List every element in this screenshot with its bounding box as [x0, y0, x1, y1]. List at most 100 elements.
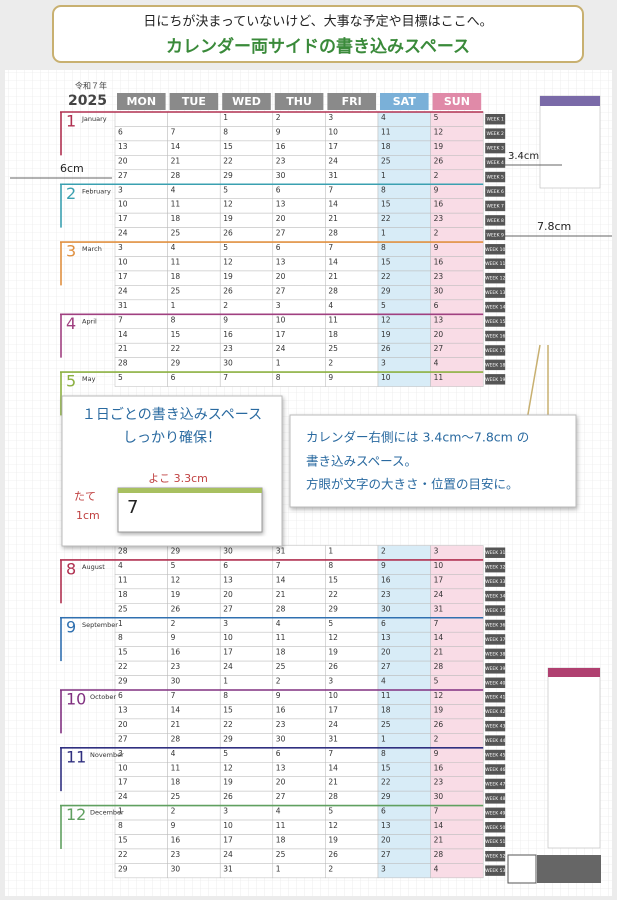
month-name: October [90, 693, 116, 701]
day-number: 11 [276, 633, 286, 642]
week-box [485, 778, 506, 790]
day-number: 4 [171, 243, 176, 252]
day-number: 11 [381, 691, 391, 700]
day-number: 2 [434, 171, 439, 180]
week-box [485, 807, 506, 819]
day-number: 9 [434, 749, 439, 758]
day-number: 7 [434, 619, 439, 628]
week-box [485, 663, 506, 674]
era: 令和７年 [75, 81, 107, 91]
day-number: 25 [171, 229, 181, 238]
month-name: September [82, 621, 118, 629]
day-number: 28 [328, 792, 338, 801]
day-cell [430, 863, 484, 879]
week-box [485, 186, 506, 197]
header-line2: カレンダー両サイドの書き込みスペース [166, 36, 470, 57]
day-number: 21 [171, 156, 181, 165]
week-box [485, 301, 506, 313]
day-number: 4 [434, 864, 439, 873]
day-number: 8 [381, 749, 386, 758]
day-cell [219, 675, 274, 691]
day-number: 30 [171, 864, 181, 873]
week-label: WEEK 13 [485, 290, 505, 296]
day-number: 8 [118, 633, 123, 642]
day-number: 23 [434, 214, 444, 223]
week-label: WEEK 17 [485, 348, 505, 354]
day-cell [219, 111, 274, 127]
day-number: 17 [328, 705, 338, 714]
day-number: 6 [276, 243, 281, 252]
day-cell [377, 863, 431, 879]
day-number: 2 [171, 807, 176, 816]
day-number: 19 [328, 836, 338, 845]
day-number: 10 [434, 561, 444, 570]
day-number: 19 [171, 590, 181, 599]
day-cell [430, 241, 484, 257]
week-box [485, 330, 506, 342]
day-number: 16 [171, 836, 181, 845]
day-number: 6 [381, 807, 386, 816]
day-number: 7 [276, 561, 281, 570]
month-name: August [82, 563, 105, 571]
month-number: 12 [66, 805, 86, 824]
day-cell [167, 559, 221, 575]
day-number: 29 [118, 864, 128, 873]
day-cell [430, 357, 484, 373]
week-label: WEEK 3 [487, 146, 505, 152]
weekday-label: SAT [393, 95, 417, 108]
day-number: 3 [223, 807, 228, 816]
week-label: WEEK 18 [485, 362, 505, 368]
day-number: 14 [434, 821, 444, 830]
day-number: 30 [276, 171, 286, 180]
day-number: 23 [276, 156, 286, 165]
week-label: WEEK 52 [485, 854, 505, 860]
day-number: 9 [328, 373, 333, 382]
day-number: 11 [381, 127, 391, 136]
day-cell [377, 805, 431, 821]
day-number: 22 [118, 662, 128, 671]
day-cell [167, 617, 221, 633]
dimension-arrows [10, 164, 612, 237]
day-cell [167, 819, 221, 835]
day-number: 19 [328, 648, 338, 657]
day-cell [167, 111, 221, 127]
day-number: 28 [171, 171, 181, 180]
day-number: 14 [328, 258, 338, 267]
day-number: 12 [328, 633, 338, 642]
day-cell [219, 314, 274, 329]
day-number: 25 [118, 604, 128, 613]
day-number: 17 [223, 836, 233, 845]
day-cell [325, 357, 379, 373]
day-number: 27 [118, 734, 128, 743]
week-box [485, 272, 506, 284]
day-cell [167, 299, 221, 315]
week-box [485, 258, 506, 269]
week-label: WEEK 35 [485, 608, 505, 614]
week-box [485, 316, 506, 327]
day-number: 1 [381, 734, 386, 743]
day-number: 28 [434, 850, 444, 859]
week-label: WEEK 9 [487, 232, 505, 238]
weekday-header [117, 93, 166, 110]
day-number: 6 [118, 127, 123, 136]
day-number: 20 [118, 720, 128, 729]
day-number: 8 [171, 315, 176, 324]
month-name: January [81, 115, 107, 123]
dimension-label: 3.4cm [508, 151, 539, 162]
day-number: 1 [171, 301, 176, 310]
day-number: 10 [118, 763, 128, 772]
day-number: 3 [118, 749, 123, 758]
day-number: 29 [328, 604, 338, 613]
day-number: 15 [171, 330, 181, 339]
week-box [485, 287, 506, 298]
day-number: 2 [328, 359, 333, 368]
week-label: WEEK 47 [485, 781, 505, 787]
header-banner [52, 5, 584, 63]
day-number: 15 [381, 200, 391, 209]
week-box [485, 836, 506, 847]
week-label: WEEK 5 [487, 175, 505, 181]
day-number: 20 [381, 836, 391, 845]
weekday-label: SUN [444, 95, 470, 108]
